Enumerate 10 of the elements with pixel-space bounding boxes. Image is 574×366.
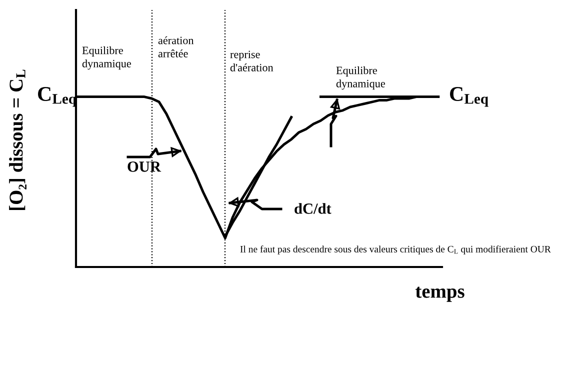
text: aération arrêtée: [158, 36, 194, 58]
annotation: OUR: [128, 162, 162, 172]
text: Equilibre dynamique: [336, 66, 385, 90]
text: reprise d'aération: [230, 50, 274, 72]
annotation: dC/dt: [294, 203, 332, 214]
y-axis-title: [O₂] dissous = C$_{L}$: [9, 70, 26, 210]
annotation: Il ne faut pas descendre sous des valeurs critiques de C$_{L}$ qui modifieraient OUR: [240, 245, 551, 254]
text: C$_{Leq}$: [450, 87, 488, 107]
x-axis-title: temps: [415, 286, 464, 302]
text: Equilibre dynamique: [82, 46, 131, 70]
